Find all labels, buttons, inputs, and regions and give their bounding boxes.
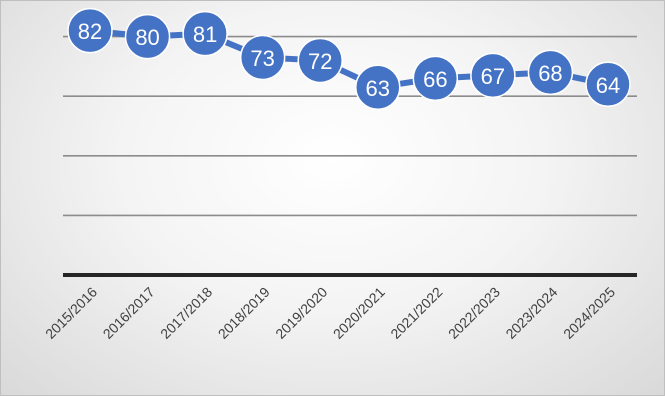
data-point-marker bbox=[239, 34, 286, 81]
data-point-2019/2020: 72 bbox=[297, 37, 343, 84]
data-label: 64 bbox=[596, 73, 620, 98]
data-point-marker bbox=[470, 52, 516, 99]
x-tick-label: 2015/2016 bbox=[42, 284, 100, 342]
data-label: 72 bbox=[308, 49, 332, 74]
data-point-marker bbox=[355, 64, 401, 111]
x-tick-label: 2017/2018 bbox=[157, 284, 215, 342]
data-point-2016/2017: 80 bbox=[124, 13, 171, 60]
x-tick-label: 2024/2025 bbox=[560, 284, 618, 342]
data-point-2015/2016: 82 bbox=[67, 7, 113, 54]
data-label: 82 bbox=[78, 19, 102, 44]
x-tick-label: 2020/2021 bbox=[330, 284, 388, 342]
data-point-marker bbox=[124, 13, 171, 60]
data-point-marker bbox=[585, 61, 631, 108]
x-tick-label: 2022/2023 bbox=[445, 284, 503, 342]
x-tick-label: 2016/2017 bbox=[100, 284, 158, 342]
data-point-2020/2021: 63 bbox=[355, 64, 401, 111]
data-label: 66 bbox=[423, 67, 447, 92]
x-axis-tick-labels: 2015/2016 2016/2017 2017/2018 2018/2019 2019… bbox=[42, 284, 618, 342]
x-tick-label: 2021/2022 bbox=[387, 284, 445, 342]
x-tick-label: 2023/2024 bbox=[502, 284, 560, 342]
data-label: 68 bbox=[538, 61, 562, 86]
data-point-2024/2025: 64 bbox=[585, 61, 631, 108]
data-points: 82 80 81 73 72 63 66 67 68 64 bbox=[67, 7, 631, 111]
x-tick-label: 2018/2019 bbox=[215, 284, 273, 342]
data-point-2018/2019: 73 bbox=[239, 34, 286, 81]
data-point-marker bbox=[527, 49, 574, 96]
data-point-2017/2018: 81 bbox=[182, 10, 228, 57]
data-point-marker bbox=[297, 37, 343, 84]
data-label: 73 bbox=[250, 46, 274, 71]
data-point-marker bbox=[67, 7, 113, 54]
data-point-2021/2022: 66 bbox=[412, 55, 459, 102]
data-label: 81 bbox=[193, 22, 217, 47]
data-point-marker bbox=[412, 55, 459, 102]
data-label: 80 bbox=[135, 25, 159, 50]
data-point-2023/2024: 68 bbox=[527, 49, 574, 96]
data-point-2022/2023: 67 bbox=[470, 52, 516, 99]
x-tick-label: 2019/2020 bbox=[272, 284, 330, 342]
data-label: 63 bbox=[366, 76, 390, 101]
data-label: 67 bbox=[481, 64, 505, 89]
series-line-group bbox=[89, 27, 609, 91]
data-point-marker bbox=[182, 10, 228, 57]
series-line bbox=[89, 27, 609, 91]
